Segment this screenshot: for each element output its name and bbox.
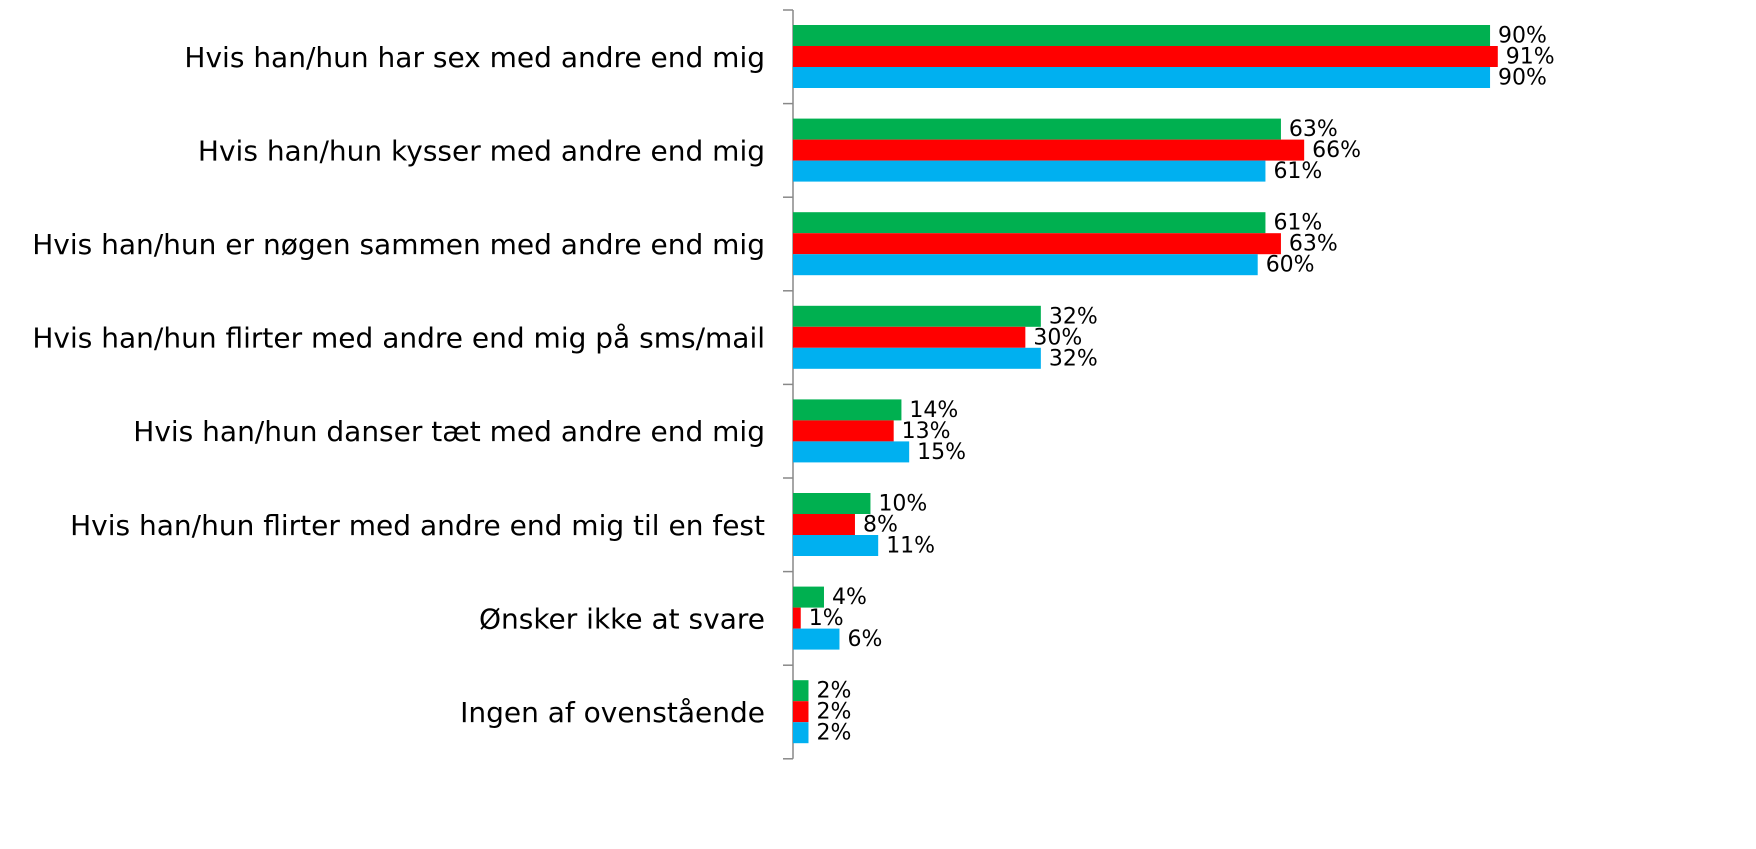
value-label: 63%	[1289, 232, 1338, 257]
bar	[793, 607, 801, 629]
bar	[793, 305, 1041, 327]
bar	[793, 514, 855, 535]
value-label: 10%	[878, 492, 927, 517]
value-label: 2%	[816, 679, 851, 704]
category-label: Hvis han/hun har sex med andre end mig	[184, 41, 765, 74]
value-label: 8%	[863, 513, 898, 538]
value-label: 63%	[1289, 117, 1338, 142]
value-label: 13%	[902, 419, 951, 444]
bar	[793, 67, 1491, 88]
value-label: 2%	[816, 700, 851, 725]
value-label: 1%	[809, 606, 844, 631]
bar	[793, 347, 1041, 369]
bar	[793, 535, 879, 556]
bar	[793, 212, 1266, 234]
bar	[793, 628, 840, 650]
value-label: 90%	[1498, 66, 1547, 91]
bar	[793, 586, 824, 608]
bar	[793, 25, 1491, 46]
value-label: 66%	[1312, 138, 1361, 163]
bar	[793, 701, 809, 723]
bar	[793, 420, 894, 442]
value-label: 90%	[1498, 24, 1547, 49]
category-label: Hvis han/hun flirter med andre end mig t…	[70, 509, 765, 542]
value-label: 14%	[909, 398, 958, 423]
category-label: Hvis han/hun flirter med andre end mig p…	[32, 322, 765, 355]
value-label: 6%	[847, 627, 882, 652]
value-label: 11%	[886, 534, 935, 559]
bar	[793, 46, 1498, 67]
bar	[793, 254, 1258, 276]
value-label: 30%	[1033, 325, 1082, 350]
value-label: 61%	[1273, 159, 1322, 184]
value-label: 91%	[1506, 45, 1555, 70]
value-label: 32%	[1049, 304, 1098, 329]
bar	[793, 139, 1305, 161]
bar	[793, 118, 1281, 140]
value-label: 61%	[1273, 211, 1322, 236]
value-label: 15%	[917, 440, 966, 465]
bar	[793, 493, 871, 514]
bar	[793, 233, 1281, 255]
bar	[793, 441, 910, 463]
bar	[793, 399, 902, 421]
bar	[793, 160, 1266, 182]
category-label: Hvis han/hun danser tæt med andre end mi…	[133, 415, 765, 448]
bar	[793, 680, 809, 702]
value-label: 2%	[816, 721, 851, 746]
category-label: Ønsker ikke at svare	[479, 602, 765, 635]
bar	[793, 326, 1026, 348]
value-label: 60%	[1266, 253, 1315, 278]
category-label: Hvis han/hun er nøgen sammen med andre e…	[32, 228, 765, 261]
category-label: Ingen af ovenstående	[460, 696, 765, 729]
value-label: 4%	[832, 585, 867, 610]
value-label: 32%	[1049, 346, 1098, 371]
bar	[793, 722, 809, 744]
category-label: Hvis han/hun kysser med andre end mig	[198, 134, 765, 167]
